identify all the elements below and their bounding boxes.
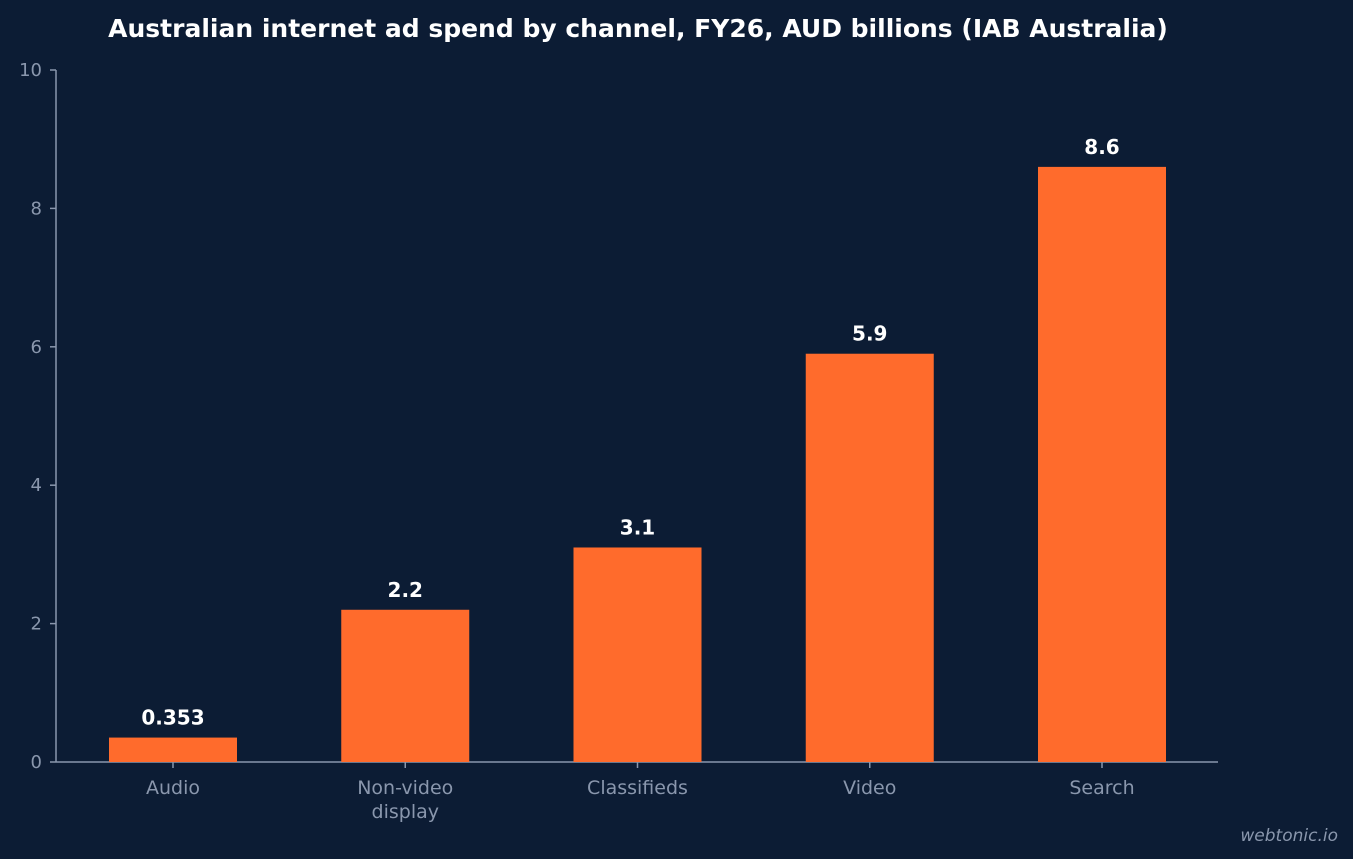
bar <box>341 609 470 762</box>
y-tick-label: 6 <box>31 337 42 358</box>
bar-value-label: 8.6 <box>1084 135 1119 159</box>
x-tick-label: Non-video display <box>357 777 453 823</box>
y-axis: 0 2 4 6 8 10 <box>19 60 57 773</box>
x-tick-label: Video <box>843 777 896 799</box>
bar-value-label: 0.353 <box>141 706 204 730</box>
x-axis: Audio Non-video display Classifieds Video Sea… <box>56 761 1218 823</box>
bar <box>805 353 934 762</box>
x-tick-label: Audio <box>146 777 200 799</box>
y-tick-label: 4 <box>31 475 42 496</box>
y-tick-label: 2 <box>31 614 42 635</box>
bars: 0.353 2.2 3.1 5.9 8.6 <box>109 135 1166 762</box>
x-tick-label: Classifieds <box>587 777 688 799</box>
bar <box>1038 166 1166 762</box>
bar <box>573 547 702 762</box>
y-tick-label: 10 <box>19 60 42 81</box>
x-tick-label: Search <box>1069 777 1134 799</box>
watermark: webtonic.io <box>1240 826 1338 846</box>
chart-title: Australian internet ad spend by channel,… <box>108 14 1168 43</box>
bar <box>109 737 237 762</box>
y-tick-label: 8 <box>31 198 42 219</box>
bar-value-label: 3.1 <box>620 515 655 539</box>
bar-value-label: 5.9 <box>852 322 887 346</box>
bar-value-label: 2.2 <box>388 578 423 602</box>
y-tick-label: 0 <box>31 752 42 773</box>
